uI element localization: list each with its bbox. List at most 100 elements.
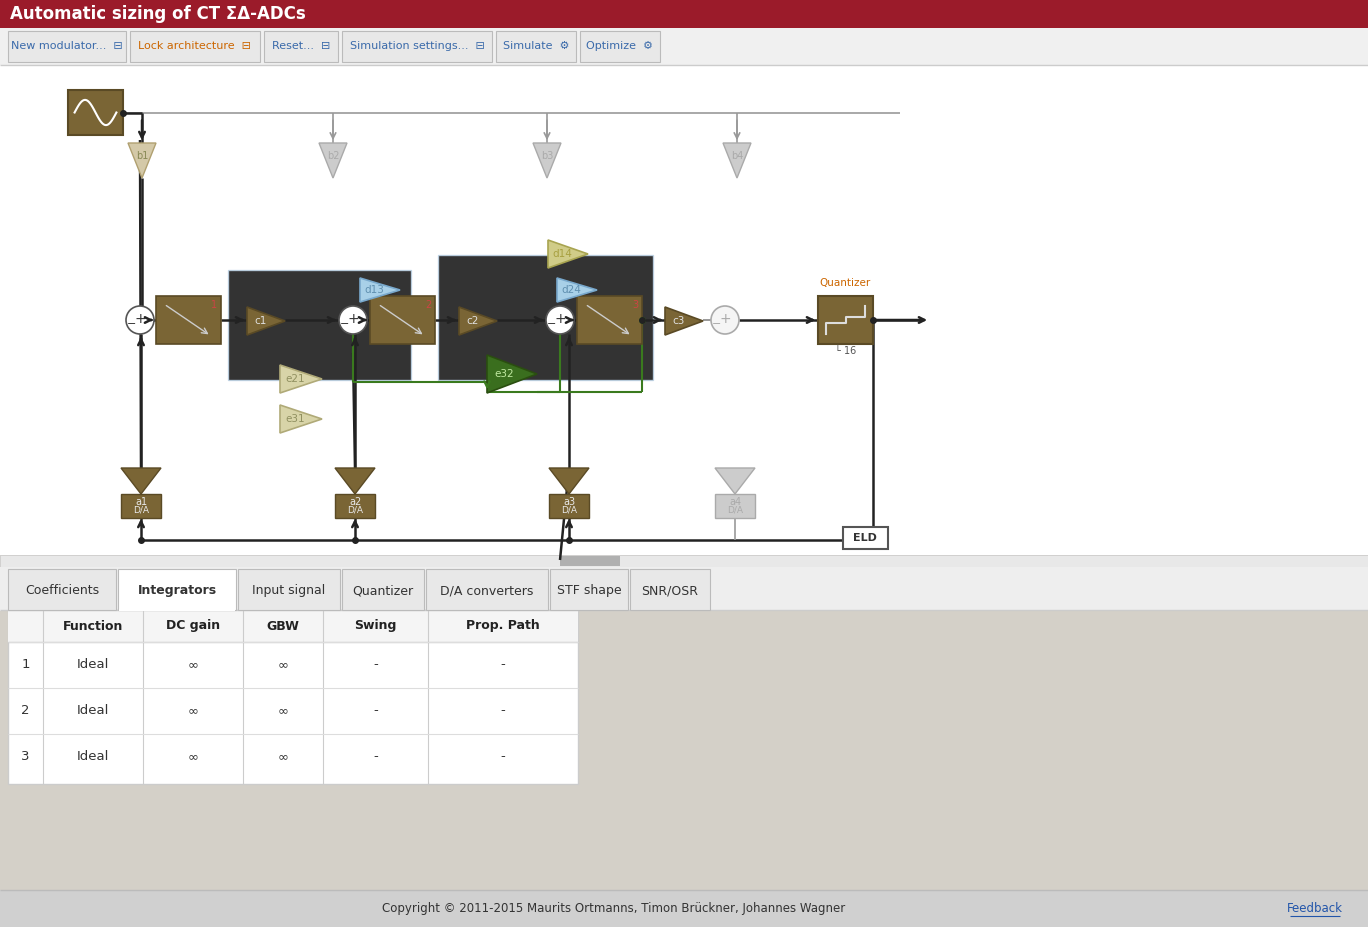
Bar <box>631 569 710 610</box>
Text: Optimize  ⚙: Optimize ⚙ <box>587 41 654 51</box>
Text: e31: e31 <box>285 414 305 424</box>
Bar <box>818 296 873 344</box>
Text: Simulate  ⚙: Simulate ⚙ <box>503 41 569 51</box>
Text: Ideal: Ideal <box>77 751 109 764</box>
Text: −: − <box>547 319 557 329</box>
Polygon shape <box>460 307 497 335</box>
Text: -: - <box>501 705 505 717</box>
Text: b3: b3 <box>540 151 553 161</box>
Circle shape <box>546 306 575 334</box>
Circle shape <box>339 306 367 334</box>
Polygon shape <box>549 468 590 494</box>
Text: Quantizer: Quantizer <box>819 278 871 288</box>
Bar <box>120 494 161 518</box>
Bar <box>497 31 576 62</box>
Bar <box>8 31 126 62</box>
Circle shape <box>711 306 739 334</box>
Text: Input signal: Input signal <box>252 584 326 597</box>
Bar <box>0 28 1368 65</box>
Text: Copyright © 2011-2015 Maurits Ortmanns, Timon Brückner, Johannes Wagner: Copyright © 2011-2015 Maurits Ortmanns, … <box>383 902 845 915</box>
Text: −: − <box>341 319 349 329</box>
Polygon shape <box>665 307 703 335</box>
Text: 2: 2 <box>424 300 431 310</box>
Bar <box>438 255 653 380</box>
Text: GBW: GBW <box>267 619 300 632</box>
Text: ∞: ∞ <box>187 751 198 764</box>
Polygon shape <box>248 307 285 335</box>
Bar <box>0 0 1368 28</box>
Bar <box>425 569 549 610</box>
Bar <box>8 569 116 610</box>
Text: c3: c3 <box>672 316 684 326</box>
Text: DC gain: DC gain <box>166 619 220 632</box>
Text: SNR/OSR: SNR/OSR <box>642 584 699 597</box>
Text: Ideal: Ideal <box>77 658 109 671</box>
Bar <box>0 567 1368 611</box>
Polygon shape <box>280 405 321 433</box>
Bar <box>0 65 1368 555</box>
Text: −: − <box>127 319 137 329</box>
Text: -: - <box>373 751 378 764</box>
Bar <box>342 31 492 62</box>
Text: ∞: ∞ <box>278 658 289 671</box>
Text: New modulator...  ⊟: New modulator... ⊟ <box>11 41 123 51</box>
Text: 3: 3 <box>632 300 637 310</box>
Polygon shape <box>534 143 561 178</box>
Text: a3: a3 <box>564 497 575 507</box>
Polygon shape <box>319 143 347 178</box>
Bar <box>68 90 123 135</box>
Text: c1: c1 <box>254 316 267 326</box>
Text: +: + <box>134 312 146 326</box>
Bar <box>560 556 620 566</box>
Bar <box>342 569 424 610</box>
Bar <box>0 555 1368 567</box>
Text: d13: d13 <box>364 285 384 295</box>
Polygon shape <box>335 468 375 494</box>
Text: Coefficients: Coefficients <box>25 584 98 597</box>
Polygon shape <box>549 240 588 268</box>
Text: D/A: D/A <box>133 505 149 514</box>
Bar <box>335 494 375 518</box>
Text: b1: b1 <box>135 151 148 161</box>
Text: Automatic sizing of CT ΣΔ-ADCs: Automatic sizing of CT ΣΔ-ADCs <box>10 5 306 23</box>
Text: Swing: Swing <box>354 619 397 632</box>
Bar <box>118 569 237 610</box>
Text: e21: e21 <box>285 374 305 384</box>
Bar <box>8 610 579 784</box>
Polygon shape <box>129 143 156 178</box>
Text: a1: a1 <box>135 497 148 507</box>
Text: 1: 1 <box>22 658 30 671</box>
Text: Feedback: Feedback <box>1287 902 1343 915</box>
Text: Lock architecture  ⊟: Lock architecture ⊟ <box>138 41 252 51</box>
Text: ∞: ∞ <box>278 751 289 764</box>
Text: D/A: D/A <box>561 505 577 514</box>
Text: ∞: ∞ <box>278 705 289 717</box>
Text: b2: b2 <box>327 151 339 161</box>
Text: Simulation settings...  ⊟: Simulation settings... ⊟ <box>350 41 484 51</box>
Bar <box>238 569 341 610</box>
Bar <box>264 31 338 62</box>
Text: d24: d24 <box>561 285 581 295</box>
Text: -: - <box>373 658 378 671</box>
Text: D/A converters: D/A converters <box>440 584 534 597</box>
Bar <box>577 296 642 344</box>
Polygon shape <box>487 355 538 393</box>
Text: c2: c2 <box>466 316 479 326</box>
Text: STF shape: STF shape <box>557 584 621 597</box>
Bar <box>550 569 628 610</box>
Polygon shape <box>120 468 161 494</box>
Bar <box>715 494 755 518</box>
Text: Prop. Path: Prop. Path <box>466 619 540 632</box>
Text: ELD: ELD <box>854 533 877 543</box>
Polygon shape <box>715 468 755 494</box>
Bar <box>580 31 659 62</box>
Text: ∞: ∞ <box>187 705 198 717</box>
Bar <box>156 296 222 344</box>
Text: −: − <box>711 319 721 329</box>
Text: Integrators: Integrators <box>137 584 216 597</box>
Text: 2: 2 <box>22 705 30 717</box>
Circle shape <box>126 306 155 334</box>
Text: Quantizer: Quantizer <box>353 584 413 597</box>
Text: +: + <box>347 312 358 326</box>
Bar <box>130 31 260 62</box>
